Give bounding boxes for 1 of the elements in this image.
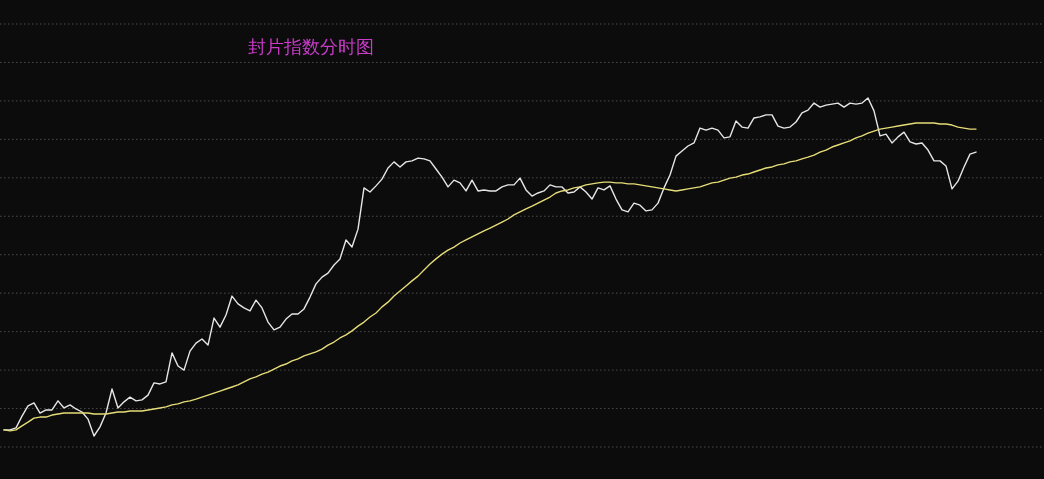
title: 封片指数分时图 [248, 37, 374, 57]
